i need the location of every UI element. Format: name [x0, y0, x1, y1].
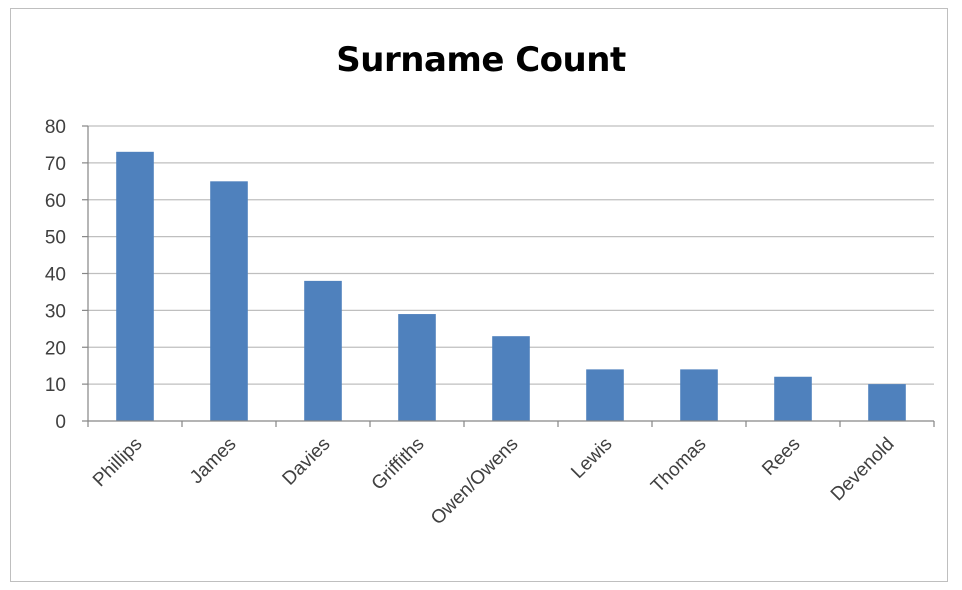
bar	[774, 376, 812, 421]
bar	[492, 336, 530, 421]
bar	[868, 384, 906, 421]
axes	[82, 125, 935, 427]
y-tick-label: 10	[45, 375, 66, 396]
bar	[586, 369, 624, 421]
bar	[398, 314, 436, 421]
y-tick-label: 70	[45, 154, 66, 175]
x-category-label: Thomas	[647, 434, 710, 497]
chart-frame	[10, 8, 948, 582]
x-category-label: Devenold	[827, 434, 899, 506]
bar	[210, 181, 248, 421]
y-tick-label: 20	[45, 338, 66, 359]
x-category-label: Phillips	[89, 434, 146, 491]
axis-labels: 0 10 20 30 40 50 60 70 80 Phillips James Davies Grif…	[45, 117, 899, 529]
x-category-label: Owen/Owens	[427, 434, 522, 529]
y-tick-label: 60	[45, 191, 66, 212]
x-category-label: Davies	[279, 434, 335, 490]
bars	[116, 151, 906, 421]
bar	[680, 369, 718, 421]
y-tick-label: 40	[45, 265, 66, 286]
x-category-label: Griffiths	[368, 434, 429, 495]
y-tick-label: 0	[55, 412, 66, 433]
x-category-label: Rees	[758, 434, 804, 480]
y-tick-label: 30	[45, 301, 66, 322]
chart-title: Surname Count	[336, 40, 626, 80]
bar	[304, 280, 342, 421]
x-category-label: Lewis	[567, 434, 616, 483]
y-tick-label: 80	[45, 117, 66, 138]
y-tick-label: 50	[45, 228, 66, 249]
x-category-label: James	[186, 434, 240, 488]
bar	[116, 151, 154, 421]
